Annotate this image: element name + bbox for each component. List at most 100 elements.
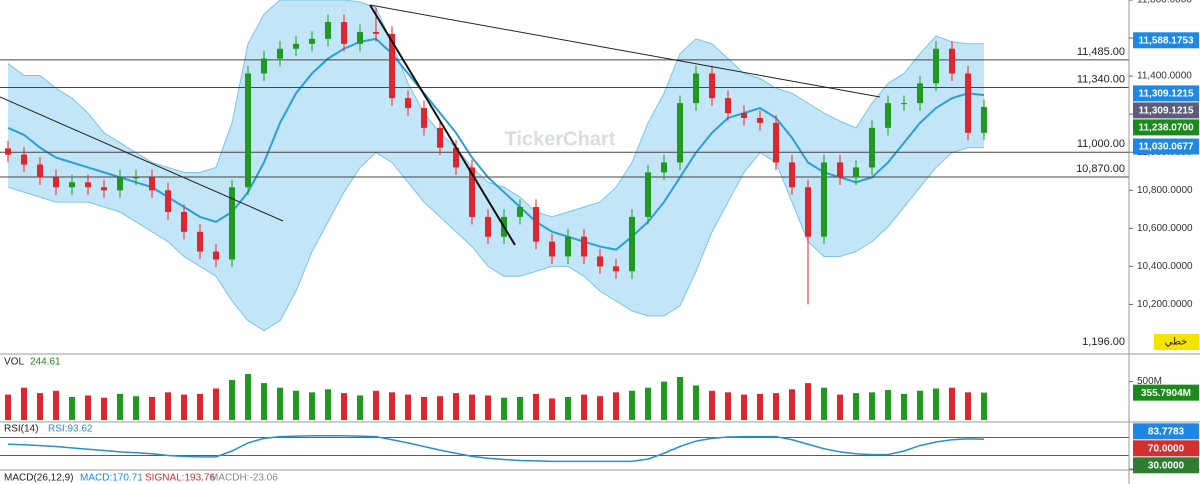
plot-area: TickerChart 11,485.00 11,340.00 11,000.00 10… <box>0 0 1129 484</box>
candle-body <box>517 207 523 217</box>
candle-body <box>885 103 891 128</box>
volume-bar <box>981 392 987 420</box>
panel-title: RSI(14) <box>4 424 38 435</box>
candle-body <box>293 43 299 49</box>
volume-bar <box>341 393 347 420</box>
volume-bar <box>885 390 891 420</box>
trend-line <box>369 4 516 246</box>
candle-body <box>453 147 459 168</box>
volume-bar <box>325 389 331 420</box>
candle-body <box>325 22 331 39</box>
price-tag-label: 11,588.1753 <box>1138 35 1193 46</box>
trend-line <box>369 4 881 98</box>
rsi-line <box>7 434 985 463</box>
candle-body <box>389 33 395 99</box>
price-tag-label: 11,030.0677 <box>1138 142 1193 153</box>
candle-body <box>757 117 763 123</box>
volume-bar <box>629 390 635 420</box>
candle-body <box>965 73 971 133</box>
candle-body <box>405 98 411 109</box>
price-tag <box>1133 440 1199 457</box>
price-tag <box>1133 384 1199 401</box>
overlay: 10,200.0000 10,400.0000 10,600.0000 10,800.… <box>1129 0 1200 475</box>
volume-bar <box>21 387 27 420</box>
panel-legend: 244.61 <box>30 357 61 368</box>
candle-body <box>837 162 843 178</box>
horizontal-line-label: 11,340.00 <box>1077 73 1125 85</box>
volume-bar <box>741 394 747 420</box>
candle-body <box>581 236 587 257</box>
volume-bar <box>405 394 411 420</box>
y-tick-label: 10,200.0000 <box>1137 299 1193 310</box>
volume-bar <box>69 396 75 420</box>
candle-body <box>101 187 107 191</box>
candle-body <box>805 187 811 237</box>
volume-bar <box>53 390 59 420</box>
price-tag <box>1133 423 1199 440</box>
candle-body <box>533 207 539 242</box>
candle-body <box>645 172 651 217</box>
volume-bar <box>469 394 475 420</box>
panel-legend: MACD:170.71 <box>80 473 143 484</box>
volume-bar <box>293 390 299 420</box>
y-tick-label: 500M <box>1137 376 1162 387</box>
candle-body <box>485 216 491 237</box>
volume-bar <box>901 393 907 420</box>
volume-bar <box>869 392 875 420</box>
candle-body <box>421 108 427 128</box>
horizontal-line-label: 11,485.00 <box>1077 46 1125 58</box>
volume-bar <box>693 385 699 420</box>
axis-background <box>1130 0 1200 352</box>
volume-bar <box>597 396 603 420</box>
price-tag <box>1133 32 1199 49</box>
candle-body <box>277 48 283 59</box>
candle-body <box>245 73 251 188</box>
candle-body <box>21 154 27 165</box>
price-tag-label: 355.7904M <box>1141 388 1191 399</box>
candle-body <box>565 236 571 257</box>
candle-body <box>741 113 747 118</box>
candle-body <box>677 103 683 163</box>
candle-body <box>869 127 875 168</box>
volume-bar <box>645 387 651 420</box>
candle-body <box>917 83 923 104</box>
volume-bar <box>165 392 171 420</box>
candle-body <box>629 216 635 272</box>
candle-body <box>821 162 827 237</box>
price-tag <box>1133 102 1199 119</box>
candle-body <box>981 106 987 133</box>
price-tag-label: 70.0000 <box>1148 443 1185 454</box>
panel-title: VOL <box>4 357 24 368</box>
volume-bar <box>485 395 491 420</box>
y-tick-label: 11,400.0000 <box>1137 71 1192 82</box>
line-label: 1,196.00 <box>1082 336 1125 348</box>
volume-bar <box>517 396 523 420</box>
panel-title: MACD(26,12,9) <box>4 473 73 484</box>
candle-body <box>789 162 795 188</box>
price-tag-label: 30.0000 <box>1148 460 1185 471</box>
candle-body <box>5 148 11 155</box>
volume-bar <box>549 398 555 420</box>
price-tag <box>1133 85 1199 102</box>
volume-bar <box>85 395 91 420</box>
candle-body <box>197 231 203 252</box>
volume-bar <box>133 396 139 420</box>
candle-body <box>117 177 123 191</box>
volume-bar <box>725 392 731 420</box>
volume-bar <box>533 393 539 420</box>
volume-bar <box>613 392 619 420</box>
volume-bar <box>565 396 571 420</box>
volume-bar <box>805 383 811 420</box>
candle-body <box>549 241 555 257</box>
volume-bar <box>661 381 667 420</box>
candle-body <box>725 98 731 114</box>
panel-legend: MACDH:-23.06 <box>210 473 278 484</box>
y-tick-label: 10,800.0000 <box>1137 185 1193 196</box>
candle-body <box>165 190 171 212</box>
candle-body <box>597 256 603 267</box>
scale-label: خطي <box>1165 337 1188 348</box>
price-tag-label: 11,309.1215 <box>1138 89 1193 100</box>
candle-body <box>261 58 267 74</box>
volume-bar <box>581 394 587 420</box>
volume-bar <box>773 393 779 420</box>
